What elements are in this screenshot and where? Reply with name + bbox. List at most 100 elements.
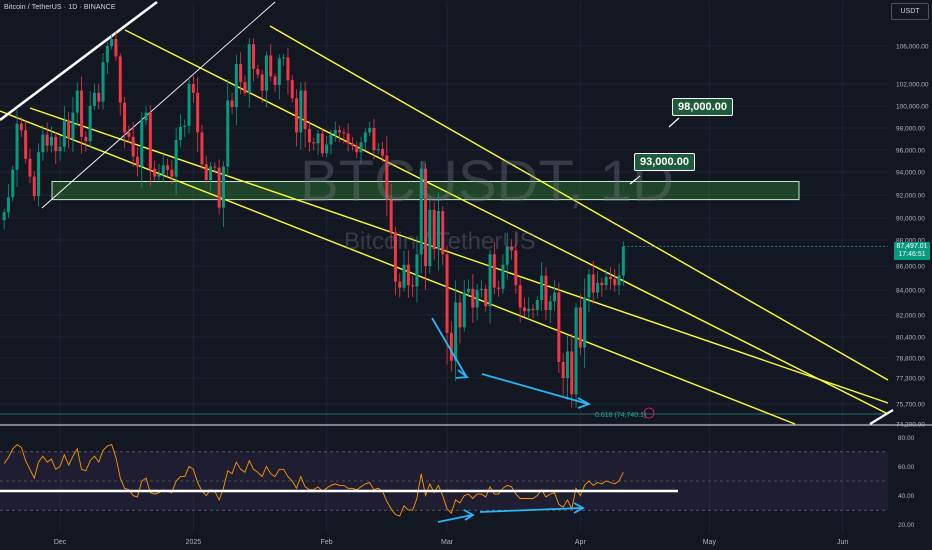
time-tick-label-6: Jun bbox=[837, 539, 848, 546]
candle-body-111 bbox=[479, 288, 483, 290]
candle-body-57 bbox=[247, 44, 251, 93]
price-tick-label-6: 92,000.00 bbox=[896, 193, 925, 200]
candle-body-70 bbox=[303, 90, 307, 130]
candle-body-38 bbox=[166, 165, 170, 170]
candle-body-25 bbox=[110, 38, 114, 46]
candle-body-81 bbox=[350, 143, 354, 146]
candle-body-91 bbox=[393, 232, 397, 282]
price-tick-label-15: 75,700.00 bbox=[896, 402, 925, 409]
candle-body-36 bbox=[157, 174, 161, 177]
rsi-divergence-arrowhead-2 bbox=[573, 502, 585, 514]
candle-body-21 bbox=[92, 92, 96, 106]
candle-body-48 bbox=[209, 166, 213, 181]
candle-body-44 bbox=[191, 84, 195, 93]
price-tick-label-5: 94,000.00 bbox=[896, 170, 925, 177]
price-tick-label-10: 84,000.00 bbox=[896, 288, 925, 295]
candle-body-75 bbox=[325, 144, 329, 154]
candle-body-54 bbox=[234, 64, 238, 108]
candle-body-37 bbox=[161, 165, 165, 175]
candle-body-128 bbox=[553, 292, 557, 302]
candle-body-10 bbox=[45, 134, 49, 146]
candle-body-129 bbox=[557, 292, 561, 362]
rsi-tick-label-0: 80.00 bbox=[898, 435, 915, 442]
channel-line-3 bbox=[269, 25, 889, 381]
candle-body-139 bbox=[600, 282, 604, 286]
price-tick-label-9: 86,000.00 bbox=[896, 264, 925, 271]
candle-body-79 bbox=[342, 132, 346, 134]
candle-body-20 bbox=[88, 106, 92, 142]
candle-body-45 bbox=[196, 92, 200, 133]
rsi-divergence-arrow-2 bbox=[479, 507, 583, 513]
candle-body-114 bbox=[492, 254, 496, 288]
candle-body-24 bbox=[105, 46, 109, 63]
candle-body-56 bbox=[243, 82, 247, 93]
candle-body-130 bbox=[561, 362, 565, 378]
rsi-divergence-arrowhead-1 bbox=[463, 509, 475, 521]
candle-body-89 bbox=[385, 155, 389, 200]
time-tick-label-0: Dec bbox=[54, 539, 67, 546]
candle-body-93 bbox=[402, 264, 406, 288]
trendline-bottom bbox=[869, 409, 894, 425]
candle-body-138 bbox=[596, 282, 600, 293]
channel-line-2 bbox=[124, 29, 889, 415]
candle-body-6 bbox=[28, 158, 32, 177]
price-tick-label-7: 90,000.00 bbox=[896, 216, 925, 223]
candle-body-12 bbox=[54, 136, 58, 152]
candle-body-80 bbox=[346, 133, 350, 144]
price-tick-label-4: 96,000.00 bbox=[896, 148, 925, 155]
candle-body-1 bbox=[6, 197, 10, 213]
candle-body-143 bbox=[617, 275, 621, 286]
candle-body-35 bbox=[153, 168, 157, 177]
candle-body-3 bbox=[15, 123, 19, 170]
candle-body-140 bbox=[604, 276, 608, 286]
candle-body-65 bbox=[282, 57, 286, 59]
candle-body-32 bbox=[140, 120, 144, 167]
candle-body-68 bbox=[295, 98, 299, 133]
price-tick-label-3: 98,000.00 bbox=[896, 126, 925, 133]
candle-body-118 bbox=[510, 246, 514, 251]
candle-body-78 bbox=[338, 130, 342, 133]
candle-body-62 bbox=[269, 55, 273, 77]
candle-body-124 bbox=[535, 300, 539, 310]
candle-body-18 bbox=[80, 90, 84, 137]
divergence-arrow-1 bbox=[431, 317, 467, 377]
current-price-label: 87,497.01 17:46:51 bbox=[894, 242, 930, 260]
candle-body-39 bbox=[170, 169, 174, 177]
candle-body-96 bbox=[415, 254, 419, 287]
watermark-ticker: BTCUSDT, 1D bbox=[300, 149, 674, 214]
candle-body-126 bbox=[544, 275, 548, 310]
time-tick-label-1: 2025 bbox=[186, 539, 202, 546]
candle-body-83 bbox=[359, 142, 363, 153]
candle-body-30 bbox=[131, 136, 135, 157]
candle-body-66 bbox=[286, 57, 290, 81]
candle-body-42 bbox=[183, 125, 187, 127]
candle-body-88 bbox=[381, 148, 385, 156]
divergence-arrowhead-1 bbox=[455, 369, 470, 379]
fib-label: 0.618 (74,740.1) bbox=[595, 412, 646, 419]
candle-body-14 bbox=[62, 120, 66, 147]
price-tick-label-1: 102,000.00 bbox=[896, 82, 929, 89]
candle-body-98 bbox=[424, 168, 428, 266]
candle-body-40 bbox=[174, 140, 178, 177]
candle-body-115 bbox=[497, 287, 501, 289]
rsi-tick-label-2: 40.00 bbox=[898, 493, 915, 500]
candle-body-74 bbox=[320, 133, 324, 154]
symbol-title: Bitcoin / TetherUS · 1D · BINANCE bbox=[4, 4, 116, 11]
candle-body-53 bbox=[230, 100, 234, 108]
candle-body-41 bbox=[178, 126, 182, 141]
currency-button[interactable]: USDT bbox=[891, 3, 929, 20]
candle-body-99 bbox=[428, 209, 432, 266]
rsi-tick-label-3: 20.00 bbox=[898, 522, 915, 529]
candle-body-15 bbox=[67, 120, 71, 139]
candle-body-52 bbox=[226, 100, 230, 167]
candle-body-136 bbox=[587, 274, 591, 298]
candle-body-92 bbox=[398, 281, 402, 288]
candle-body-47 bbox=[204, 164, 208, 181]
target-pointer-98000 bbox=[668, 117, 680, 128]
candle-body-141 bbox=[608, 276, 612, 280]
price-tick-label-11: 82,000.00 bbox=[896, 313, 925, 320]
candle-body-133 bbox=[574, 307, 578, 395]
